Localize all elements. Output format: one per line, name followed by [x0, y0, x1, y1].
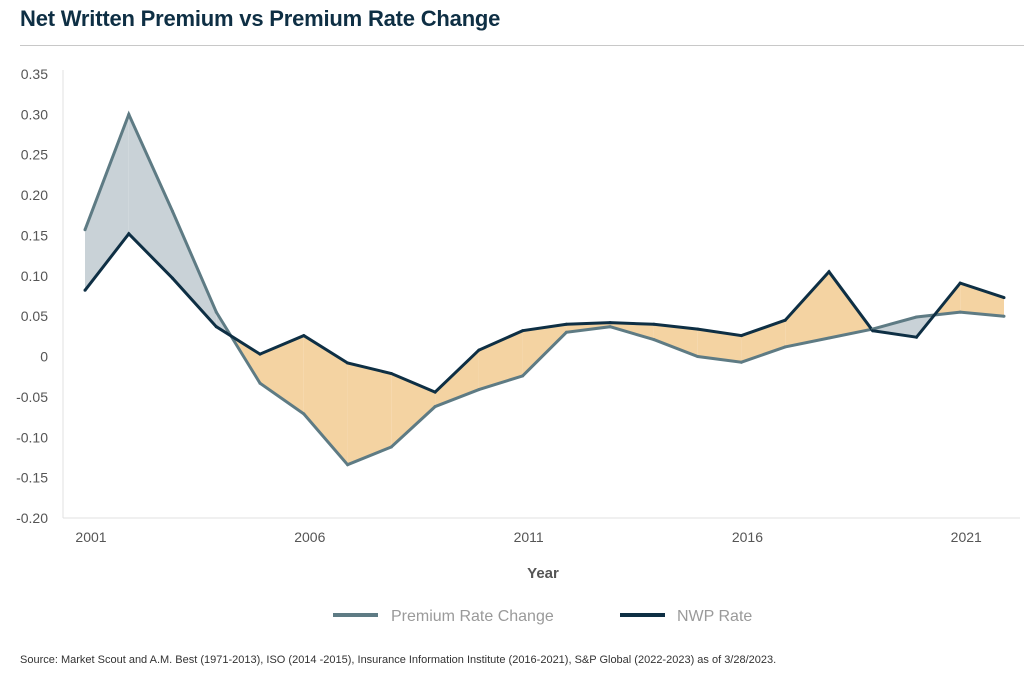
nwp-rate-line-point [477, 348, 481, 352]
x-tick-label: 2011 [514, 529, 544, 545]
premium-rate-change-line-point [696, 355, 700, 358]
premium-rate-change-line-point [739, 360, 743, 364]
nwp-rate-line-point [608, 321, 612, 325]
premium-rate-change-line-point [302, 412, 306, 416]
premium-rate-change-line-point [346, 463, 350, 467]
fill-nwp-above-segment [741, 320, 786, 363]
x-tick-label: 2006 [294, 529, 325, 545]
nwp-rate-line-point [783, 318, 787, 322]
premium-rate-change-line-point [127, 112, 131, 116]
fill-nwp-above-segment [960, 283, 1004, 317]
y-tick-label: -0.15 [16, 470, 48, 486]
premium-rate-change-line-point [83, 228, 87, 232]
premium-rate-change-line-point [258, 381, 262, 385]
premium-rate-change-line [83, 110, 1005, 467]
series-lines [83, 110, 1006, 467]
y-tick-label: -0.05 [16, 389, 48, 405]
premium-rate-change-line-point [652, 338, 656, 342]
fill-nwp-above-segment [303, 335, 348, 465]
premium-rate-change-line-point [564, 330, 568, 334]
x-axis-label: Year [527, 565, 559, 582]
legend-nwp-rate-label: NWP Rate [677, 608, 752, 625]
y-tick-label: 0 [40, 349, 48, 365]
x-tick-label: 2021 [951, 529, 982, 545]
premium-rate-change-line-point [608, 325, 612, 329]
difference-fills [85, 114, 1004, 465]
premium-rate-change-line-point [477, 388, 481, 392]
nwp-rate-line-point [302, 334, 306, 338]
fill-nwp-above-segment [697, 329, 742, 363]
nwp-rate-line-point [346, 361, 350, 365]
fill-nwp-above-segment [391, 373, 436, 447]
nwp-rate-line-point [739, 334, 743, 338]
legend: Premium Rate Change NWP Rate [333, 608, 752, 625]
nwp-rate-line-point [521, 329, 525, 333]
nwp-rate-line-point [83, 288, 87, 292]
nwp-rate-line-point [433, 390, 437, 394]
nwp-rate-line-point [564, 322, 568, 326]
y-tick-label: -0.20 [16, 510, 48, 526]
premium-rate-change-line-point [433, 405, 437, 409]
chart-title: Net Written Premium vs Premium Rate Chan… [20, 6, 501, 31]
y-tick-label: 0.25 [21, 147, 48, 163]
nwp-rate-line-point [827, 270, 831, 274]
fill-nwp-above-segment [653, 324, 698, 357]
fill-nwp-above-segment [785, 271, 829, 347]
nwp-rate-line-point [258, 352, 262, 356]
y-tick-label: 0.20 [21, 187, 48, 203]
nwp-rate-line [83, 231, 1005, 394]
nwp-rate-line-point [389, 372, 393, 375]
premium-rate-change-line-point [521, 374, 525, 378]
x-tick-label: 2016 [732, 529, 763, 545]
premium-rate-change-line-point [1002, 314, 1006, 318]
nwp-rate-line-point [171, 276, 174, 280]
legend-premium-rate-label: Premium Rate Change [391, 608, 554, 625]
y-tick-label: 0.35 [21, 66, 48, 82]
premium-rate-change-line-point [171, 209, 174, 213]
title-divider [20, 45, 1024, 46]
premium-rate-change-line-point [389, 445, 393, 449]
nwp-rate-line-point [214, 325, 218, 329]
axes [62, 70, 1020, 519]
y-tick-label: 0.30 [21, 106, 48, 122]
y-tick-labels: 0.35 0.30 0.25 0.20 0.15 0.10 0.05 0 -0.05 -0.10 -… [16, 66, 48, 526]
y-tick-label: 0.15 [21, 227, 48, 243]
nwp-rate-line-point [652, 322, 656, 326]
y-tick-label: 0.10 [21, 268, 48, 284]
premium-rate-change-line-point [783, 345, 787, 349]
nwp-rate-line-point [958, 281, 962, 285]
y-tick-label: 0.05 [21, 308, 48, 324]
nwp-rate-line-point [1002, 296, 1006, 300]
source-note: Source: Market Scout and A.M. Best (1971… [20, 654, 777, 666]
x-tick-label: 2001 [75, 529, 106, 545]
nwp-rate-line-point [871, 329, 875, 333]
fill-nwp-above-segment [347, 363, 392, 465]
fill-premium-above-segment [128, 114, 173, 279]
nwp-rate-line-point [915, 335, 918, 339]
fill-nwp-above-segment [260, 335, 304, 414]
premium-rate-change-line-point [214, 310, 218, 314]
premium-rate-change-line-point [915, 315, 918, 319]
nwp-rate-line-point [127, 232, 131, 236]
premium-rate-change-line-point [827, 336, 831, 340]
chart: 0.35 0.30 0.25 0.20 0.15 0.10 0.05 0 -0.05 -0.10 -… [16, 66, 1020, 625]
premium-rate-change-line-point [958, 310, 962, 314]
nwp-rate-line-point [696, 327, 700, 331]
y-tick-label: -0.10 [16, 429, 48, 445]
x-tick-labels: 2001 2006 2011 2016 2021 [75, 529, 982, 545]
